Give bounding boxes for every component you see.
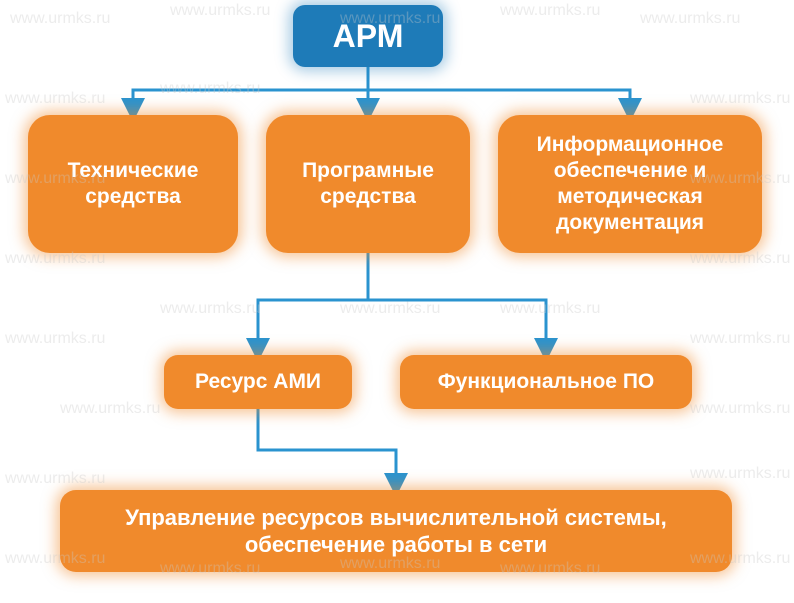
watermark-text: www.urmks.ru [10,10,110,28]
watermark-text: www.urmks.ru [5,550,105,568]
watermark-text: www.urmks.ru [340,300,440,318]
watermark-text: www.urmks.ru [500,560,600,578]
node-mgmt-label: Управление ресурсов вычислительной систе… [74,504,718,559]
watermark-text: www.urmks.ru [160,300,260,318]
watermark-text: www.urmks.ru [690,400,790,418]
watermark-text: www.urmks.ru [500,300,600,318]
watermark-text: www.urmks.ru [160,80,260,98]
node-ami-label: Ресурс АМИ [195,369,321,395]
watermark-text: www.urmks.ru [690,90,790,108]
watermark-text: www.urmks.ru [500,2,600,20]
watermark-text: www.urmks.ru [5,250,105,268]
node-func-label: Функциональное ПО [438,369,655,395]
watermark-text: www.urmks.ru [690,465,790,483]
watermark-text: www.urmks.ru [640,10,740,28]
node-prog: Програмные средства [266,115,470,253]
watermark-text: www.urmks.ru [160,560,260,578]
watermark-text: www.urmks.ru [690,550,790,568]
node-func: Функциональное ПО [400,355,692,409]
watermark-text: www.urmks.ru [690,330,790,348]
watermark-text: www.urmks.ru [5,330,105,348]
watermark-text: www.urmks.ru [690,170,790,188]
node-ami: Ресурс АМИ [164,355,352,409]
watermark-text: www.urmks.ru [5,170,105,188]
watermark-text: www.urmks.ru [340,10,440,28]
watermark-text: www.urmks.ru [170,2,270,20]
watermark-text: www.urmks.ru [60,400,160,418]
watermark-text: www.urmks.ru [690,250,790,268]
watermark-text: www.urmks.ru [5,470,105,488]
connector-edge [258,409,396,485]
connector-edge [368,67,630,110]
watermark-text: www.urmks.ru [340,555,440,573]
watermark-text: www.urmks.ru [5,90,105,108]
node-prog-label: Програмные средства [280,158,456,211]
